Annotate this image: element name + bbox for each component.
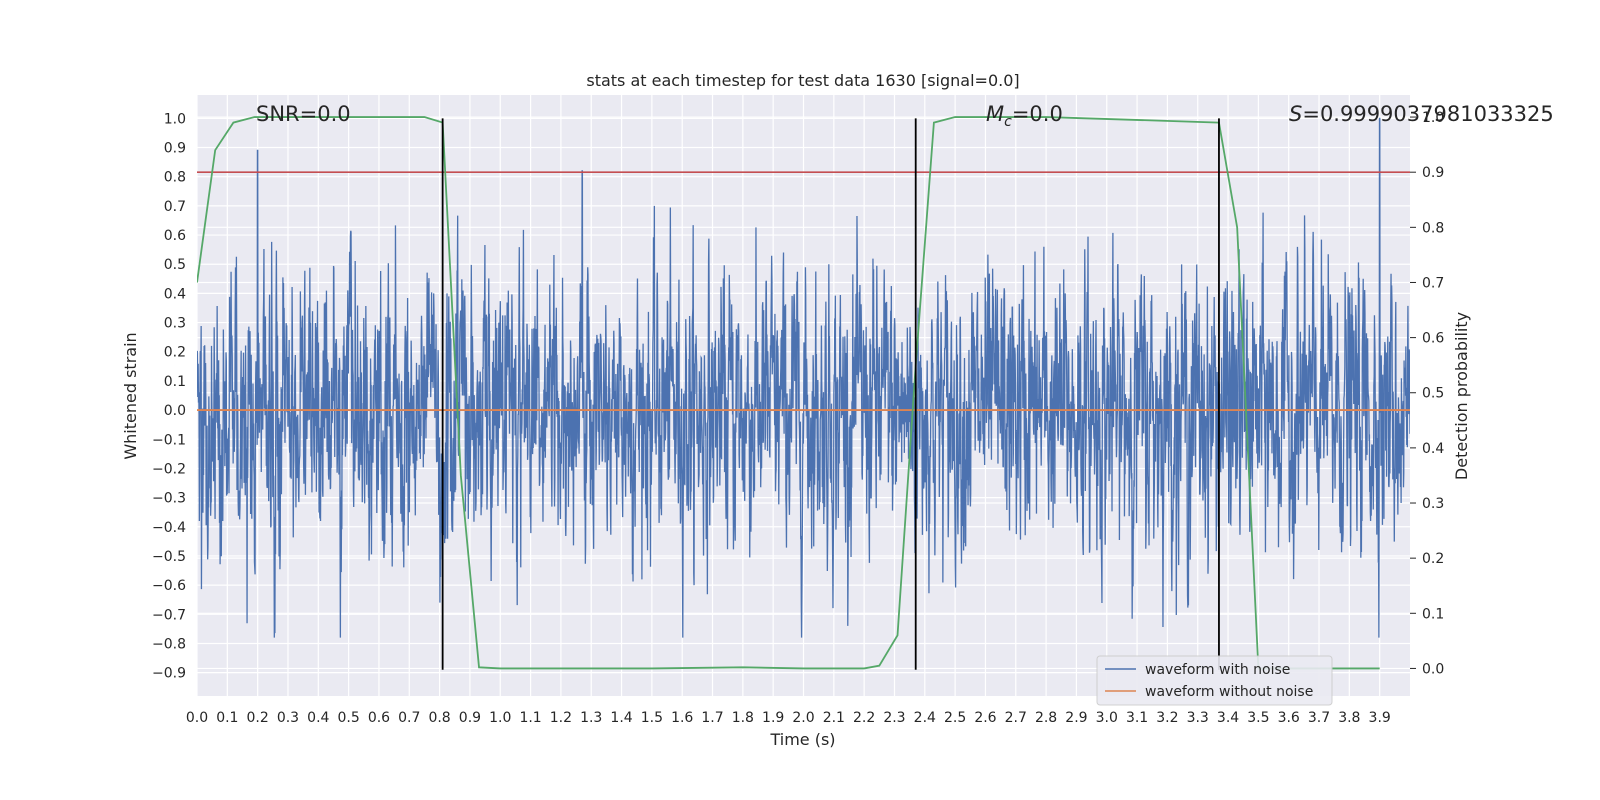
y-tick-label: −0.7 <box>152 607 186 623</box>
x-tick-label: 2.4 <box>914 710 936 726</box>
x-tick-label: 3.0 <box>1096 710 1118 726</box>
x-tick-label: 1.3 <box>580 710 602 726</box>
y-tick-label: −0.6 <box>152 578 186 594</box>
x-tick-label: 1.5 <box>641 710 663 726</box>
x-tick-label: 3.2 <box>1156 710 1178 726</box>
y-tick-label: 0.5 <box>164 257 186 273</box>
y-tick-label: −0.4 <box>152 520 186 536</box>
y-right-tick-label: 0.9 <box>1422 165 1444 181</box>
mc-annotation: Mc=0.0 <box>986 102 1063 130</box>
legend-label-clean: waveform without noise <box>1145 684 1313 700</box>
snr-annotation: SNR=0.0 <box>256 102 351 126</box>
x-tick-label: 1.4 <box>610 710 632 726</box>
x-tick-labels: 0.0 0.1 0.2 0.3 0.4 0.5 0.6 0.7 0.8 0.9 1.0 1.1 1.2 1… <box>186 710 1391 726</box>
y-right-tick-label: 1.0 <box>1422 110 1444 126</box>
x-tick-label: 0.5 <box>337 710 359 726</box>
s-annotation: S=0.9999037981033325 <box>1289 102 1554 126</box>
x-tick-label: 2.5 <box>944 710 966 726</box>
y-right-tick-label: 0.5 <box>1422 386 1444 402</box>
y-tick-label: 1.0 <box>164 111 186 127</box>
legend-box <box>1096 655 1333 706</box>
x-tick-label: 3.4 <box>1217 710 1239 726</box>
y-right-tick-label: 0.8 <box>1422 220 1444 236</box>
x-tick-label: 2.6 <box>974 710 996 726</box>
y-right-axis-label: Detection probability <box>1452 312 1471 480</box>
x-tick-label: 2.0 <box>792 710 814 726</box>
y-tick-label: 0.9 <box>164 141 186 157</box>
x-tick-label: 3.9 <box>1369 710 1391 726</box>
x-tick-label: 3.1 <box>1126 710 1148 726</box>
x-tick-label: 1.2 <box>550 710 572 726</box>
y-right-tick-label: 0.4 <box>1422 441 1444 457</box>
y-tick-label: −0.3 <box>152 491 186 507</box>
x-tick-label: 2.9 <box>1065 710 1087 726</box>
y-tick-label: −0.8 <box>152 636 186 652</box>
y-tick-label: 0.7 <box>164 199 186 215</box>
y-tick-label: −0.1 <box>152 432 186 448</box>
y-tick-label: −0.9 <box>152 666 186 682</box>
y-right-tick-label: 0.6 <box>1422 331 1444 347</box>
x-tick-label: 0.2 <box>247 710 269 726</box>
y-tick-label: 0.6 <box>164 228 186 244</box>
x-axis-label: Time (s) <box>769 730 835 749</box>
x-tick-label: 2.3 <box>883 710 905 726</box>
x-tick-label: 3.6 <box>1278 710 1300 726</box>
y-right-tick-label: 0.0 <box>1422 661 1444 677</box>
x-tick-label: 1.0 <box>489 710 511 726</box>
x-tick-label: 3.7 <box>1308 710 1330 726</box>
y-axis-label: Whitened strain <box>121 332 140 459</box>
legend: waveform with noise waveform without noi… <box>1096 655 1333 706</box>
x-tick-label: 1.6 <box>671 710 693 726</box>
y-tick-labels: 1.0 0.9 0.8 0.7 0.6 0.5 0.4 0.3 0.2 0.1 0.0 −0.1 −0.… <box>152 111 186 681</box>
y-right-tick-labels: 1.0 0.9 0.8 0.7 0.6 0.5 0.4 0.3 0.2 0.1 0.0 <box>1410 110 1444 677</box>
y-tick-label: 0.1 <box>164 374 186 390</box>
series-layer <box>197 116 1410 670</box>
mc-symbol: M <box>986 102 1004 126</box>
x-tick-label: 3.3 <box>1187 710 1209 726</box>
y-right-tick-label: 0.2 <box>1422 551 1444 567</box>
y-right-tick-label: 0.1 <box>1422 606 1444 622</box>
x-tick-label: 1.8 <box>732 710 754 726</box>
x-tick-label: 3.8 <box>1338 710 1360 726</box>
x-tick-label: 1.9 <box>762 710 784 726</box>
y-tick-label: 0.3 <box>164 316 186 332</box>
legend-label-noise: waveform with noise <box>1145 662 1290 678</box>
y-tick-label: 0.8 <box>164 170 186 186</box>
x-tick-label: 2.2 <box>853 710 875 726</box>
chart-title: stats at each timestep for test data 163… <box>586 71 1019 90</box>
s-symbol: S <box>1289 102 1302 126</box>
mc-subscript: c <box>1004 114 1012 130</box>
mc-value: =0.0 <box>1012 102 1063 126</box>
x-tick-label: 1.1 <box>519 710 541 726</box>
x-tick-label: 0.3 <box>277 710 299 726</box>
x-tick-label: 2.1 <box>823 710 845 726</box>
x-tick-label: 0.9 <box>459 710 481 726</box>
y-tick-label: 0.0 <box>164 403 186 419</box>
x-tick-label: 0.6 <box>368 710 390 726</box>
x-tick-label: 2.7 <box>1005 710 1027 726</box>
x-tick-label: 0.7 <box>398 710 420 726</box>
x-tick-label: 0.0 <box>186 710 208 726</box>
s-value: =0.9999037981033325 <box>1302 102 1553 126</box>
x-tick-label: 0.1 <box>216 710 238 726</box>
y-right-tick-label: 0.7 <box>1422 275 1444 291</box>
y-right-tick-label: 0.3 <box>1422 496 1444 512</box>
series-detection-probability <box>197 116 1380 670</box>
y-tick-label: −0.5 <box>152 549 186 565</box>
x-tick-label: 0.8 <box>428 710 450 726</box>
x-tick-label: 1.7 <box>701 710 723 726</box>
x-tick-label: 3.5 <box>1247 710 1269 726</box>
x-tick-label: 0.4 <box>307 710 329 726</box>
x-tick-label: 2.8 <box>1035 710 1057 726</box>
series-waveform-with-noise <box>197 117 1410 638</box>
y-tick-label: −0.2 <box>152 461 186 477</box>
vertical-markers <box>441 118 1220 670</box>
y-tick-label: 0.4 <box>164 286 186 302</box>
y-tick-label: 0.2 <box>164 345 186 361</box>
